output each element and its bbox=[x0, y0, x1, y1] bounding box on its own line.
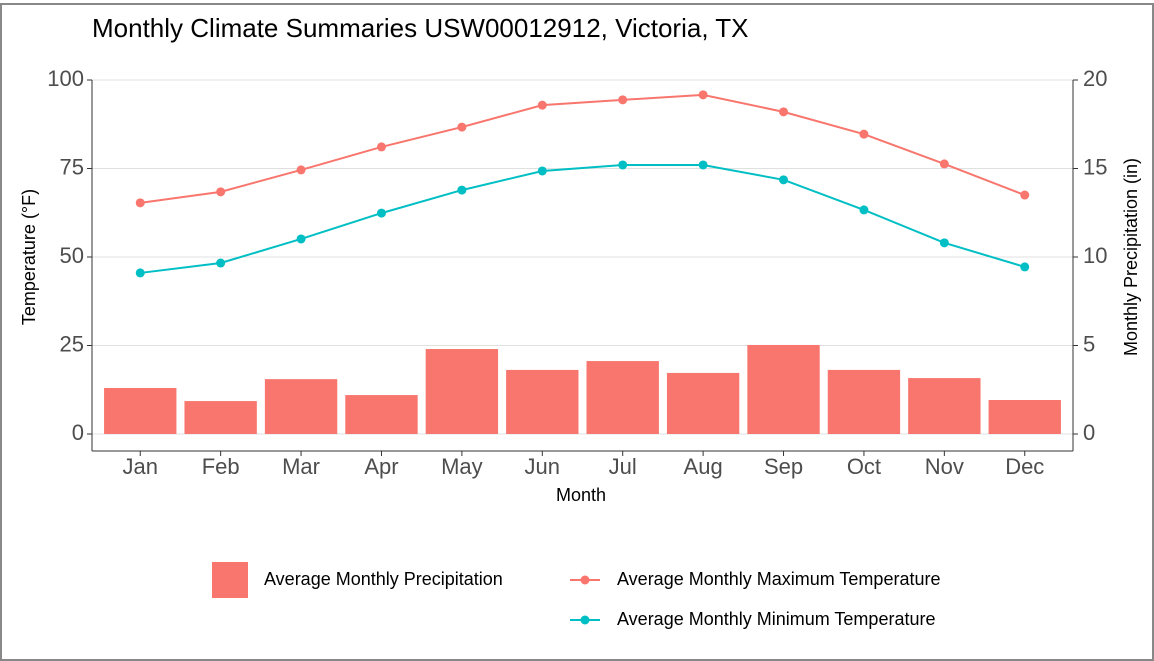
legend-swatch bbox=[212, 562, 248, 598]
point bbox=[216, 187, 226, 197]
bar bbox=[104, 387, 177, 434]
chart-title: Monthly Climate Summaries USW00012912, V… bbox=[92, 13, 749, 43]
bar bbox=[908, 378, 981, 434]
point bbox=[296, 234, 306, 244]
y-axis-label: Temperature (°F) bbox=[19, 189, 39, 325]
point bbox=[457, 185, 467, 195]
point bbox=[216, 258, 226, 268]
y-tick-label: 100 bbox=[47, 66, 84, 91]
point bbox=[457, 122, 467, 132]
line bbox=[140, 93, 1026, 204]
bar bbox=[827, 369, 901, 434]
x-tick-label: Oct bbox=[847, 454, 881, 479]
point bbox=[376, 142, 386, 152]
bar bbox=[425, 349, 499, 434]
point bbox=[698, 160, 708, 170]
x-tick-label: Apr bbox=[364, 454, 398, 479]
x-tick-label: Feb bbox=[202, 454, 240, 479]
legend-label: Average Monthly Minimum Temperature bbox=[617, 609, 935, 629]
legend-label: Average Monthly Maximum Temperature bbox=[617, 569, 940, 589]
legend-swatch bbox=[580, 575, 590, 585]
point bbox=[779, 107, 789, 117]
x-axis-label: Month bbox=[556, 485, 606, 505]
y2-tick-label: 20 bbox=[1083, 66, 1107, 91]
bar bbox=[506, 369, 579, 434]
legend-label: Average Monthly Precipitation bbox=[264, 569, 503, 589]
x-tick-label: Nov bbox=[925, 454, 964, 479]
bar bbox=[345, 395, 418, 434]
x-tick-label: Jul bbox=[609, 454, 637, 479]
x-tick-label: Sep bbox=[764, 454, 803, 479]
legend-swatch bbox=[580, 615, 590, 625]
point bbox=[939, 238, 949, 248]
x-tick-label: Dec bbox=[1005, 454, 1044, 479]
point bbox=[779, 175, 789, 185]
point bbox=[296, 165, 306, 175]
y2-tick-label: 10 bbox=[1083, 243, 1107, 268]
point bbox=[859, 205, 869, 215]
point bbox=[859, 129, 869, 139]
bar bbox=[264, 379, 338, 434]
y2-tick-label: 0 bbox=[1083, 420, 1095, 445]
point bbox=[135, 268, 145, 278]
y-tick-label: 25 bbox=[60, 331, 84, 356]
point bbox=[537, 166, 547, 176]
x-tick-label: Jun bbox=[525, 454, 560, 479]
x-tick-label: Jan bbox=[123, 454, 158, 479]
line bbox=[140, 163, 1026, 274]
frame bbox=[0, 3, 1154, 661]
point bbox=[618, 160, 628, 170]
point bbox=[135, 198, 145, 208]
y2-tick-label: 5 bbox=[1083, 331, 1095, 356]
y-tick-label: 50 bbox=[60, 243, 84, 268]
bar bbox=[747, 344, 820, 434]
y-tick-label: 0 bbox=[72, 420, 84, 445]
point bbox=[1020, 262, 1030, 272]
y2-tick-label: 15 bbox=[1083, 154, 1107, 179]
x-tick-label: May bbox=[441, 454, 483, 479]
point bbox=[618, 95, 628, 105]
point bbox=[698, 90, 708, 100]
point bbox=[1020, 190, 1030, 200]
bar bbox=[586, 361, 659, 434]
bar bbox=[666, 372, 740, 434]
point bbox=[537, 100, 547, 110]
x-tick-label: Mar bbox=[282, 454, 320, 479]
y2-axis-label: Monthly Precipitation (in) bbox=[1121, 158, 1141, 356]
x-tick-label: Aug bbox=[684, 454, 723, 479]
bar bbox=[184, 401, 257, 434]
bar bbox=[988, 400, 1061, 434]
y-tick-label: 75 bbox=[60, 154, 84, 179]
point bbox=[939, 159, 949, 169]
point bbox=[376, 208, 386, 218]
